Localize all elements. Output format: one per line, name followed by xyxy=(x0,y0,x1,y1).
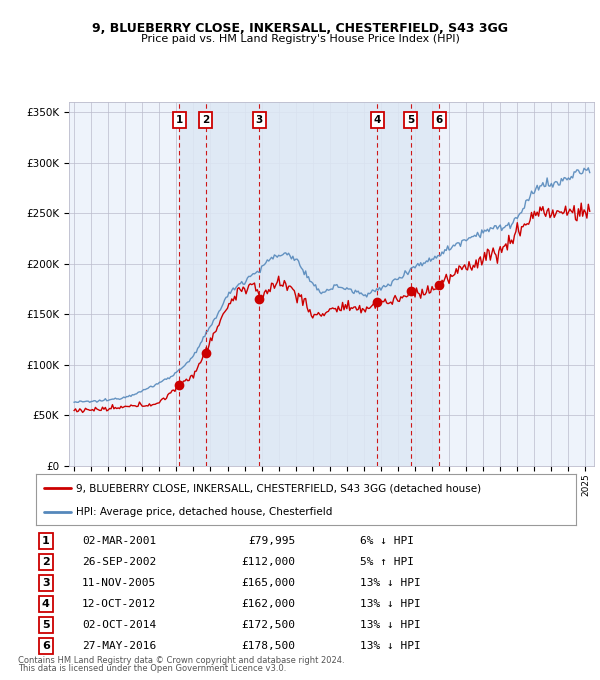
Text: 2: 2 xyxy=(42,557,50,567)
Text: 6: 6 xyxy=(42,641,50,651)
Text: 5: 5 xyxy=(407,115,415,125)
Text: 12-OCT-2012: 12-OCT-2012 xyxy=(82,599,156,609)
Text: £112,000: £112,000 xyxy=(241,557,295,567)
Text: £178,500: £178,500 xyxy=(241,641,295,651)
Text: Contains HM Land Registry data © Crown copyright and database right 2024.: Contains HM Land Registry data © Crown c… xyxy=(18,656,344,665)
Text: £79,995: £79,995 xyxy=(248,536,295,546)
Text: 9, BLUEBERRY CLOSE, INKERSALL, CHESTERFIELD, S43 3GG: 9, BLUEBERRY CLOSE, INKERSALL, CHESTERFI… xyxy=(92,22,508,35)
Text: HPI: Average price, detached house, Chesterfield: HPI: Average price, detached house, Ches… xyxy=(77,507,333,517)
Text: £172,500: £172,500 xyxy=(241,619,295,630)
Text: 27-MAY-2016: 27-MAY-2016 xyxy=(82,641,156,651)
Text: Price paid vs. HM Land Registry's House Price Index (HPI): Price paid vs. HM Land Registry's House … xyxy=(140,34,460,44)
Text: 5: 5 xyxy=(42,619,50,630)
Text: 4: 4 xyxy=(373,115,381,125)
Text: 5% ↑ HPI: 5% ↑ HPI xyxy=(360,557,414,567)
Text: 11-NOV-2005: 11-NOV-2005 xyxy=(82,578,156,588)
Text: 13% ↓ HPI: 13% ↓ HPI xyxy=(360,578,421,588)
Text: £165,000: £165,000 xyxy=(241,578,295,588)
Text: 2: 2 xyxy=(202,115,209,125)
Text: 6% ↓ HPI: 6% ↓ HPI xyxy=(360,536,414,546)
Text: 13% ↓ HPI: 13% ↓ HPI xyxy=(360,619,421,630)
Text: 1: 1 xyxy=(42,536,50,546)
Text: 02-OCT-2014: 02-OCT-2014 xyxy=(82,619,156,630)
Text: 9, BLUEBERRY CLOSE, INKERSALL, CHESTERFIELD, S43 3GG (detached house): 9, BLUEBERRY CLOSE, INKERSALL, CHESTERFI… xyxy=(77,483,482,493)
Text: 02-MAR-2001: 02-MAR-2001 xyxy=(82,536,156,546)
Text: 13% ↓ HPI: 13% ↓ HPI xyxy=(360,641,421,651)
Text: 13% ↓ HPI: 13% ↓ HPI xyxy=(360,599,421,609)
Text: 3: 3 xyxy=(256,115,263,125)
Text: £162,000: £162,000 xyxy=(241,599,295,609)
Text: 4: 4 xyxy=(42,599,50,609)
Text: 3: 3 xyxy=(42,578,50,588)
Text: 1: 1 xyxy=(175,115,183,125)
Text: 26-SEP-2002: 26-SEP-2002 xyxy=(82,557,156,567)
Text: 6: 6 xyxy=(436,115,443,125)
Text: This data is licensed under the Open Government Licence v3.0.: This data is licensed under the Open Gov… xyxy=(18,664,286,673)
Bar xyxy=(179,102,439,466)
